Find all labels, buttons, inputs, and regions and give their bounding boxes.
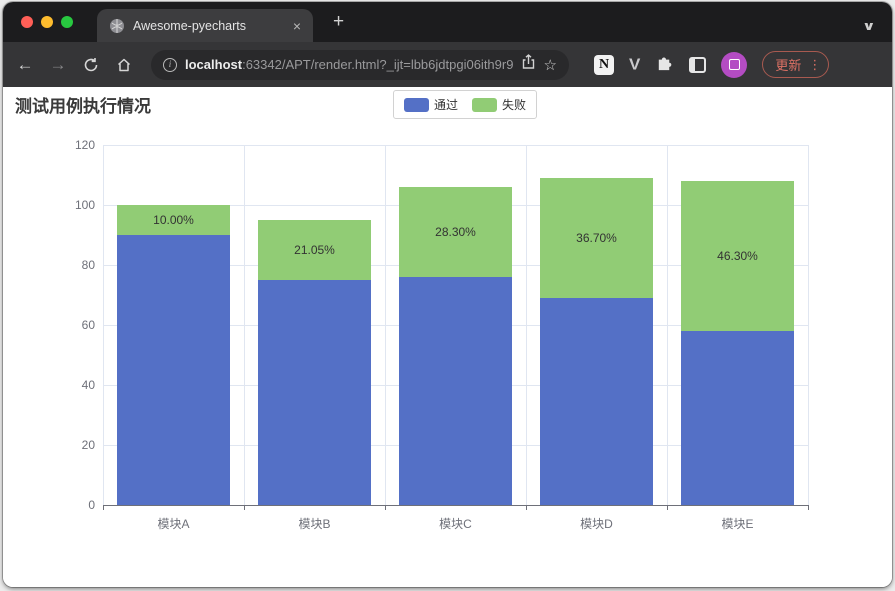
x-axis-category-模块E: 模块E [721,517,754,531]
gridline-x-2 [385,145,386,505]
tab-search-chevron-icon[interactable]: ∨ [862,19,876,33]
y-axis-label-40: 40 [81,378,95,392]
gridline-x-5 [808,145,809,505]
bar-fail-模块C [399,187,512,277]
url-host: localhost [185,57,243,72]
bookmark-star-icon[interactable]: ☆ [543,56,557,74]
y-axis-label-100: 100 [74,198,95,212]
close-tab-icon[interactable]: × [292,17,301,34]
legend-label: 通过 [434,98,459,112]
tab-awesome-pyecharts[interactable]: Awesome-pyecharts × [97,9,313,42]
zoom-window-button[interactable] [61,16,73,28]
bar-fail-模块E [681,181,794,331]
y-axis-label-80: 80 [81,258,95,272]
gridline-x-1 [244,145,245,505]
x-axis-tick-4 [667,505,668,510]
x-axis-tick-0 [103,505,104,510]
gridline-x-3 [526,145,527,505]
chart-title: 测试用例执行情况 [15,97,151,116]
v-extension-icon[interactable]: V [629,55,641,73]
site-info-icon[interactable]: i [163,57,177,72]
bar-label-模块E: 46.30% [717,249,758,263]
update-browser-button[interactable]: 更新 ⋮ [762,51,830,78]
page-content: 测试用例执行情况 通过 失败 0 20 40 60 80 100 120 10.00% 模块A 21… [3,87,892,587]
bar-fail-模块A [117,205,230,235]
bar-fail-模块B [258,220,371,280]
bar-pass-模块C [399,277,512,505]
window-controls [21,16,73,28]
browser-window: Awesome-pyecharts × + ∨ ← → i localhost:… [3,2,892,587]
y-axis-label-20: 20 [81,438,95,452]
x-axis-tick-3 [526,505,527,510]
browser-menu-dots-icon[interactable]: ⋮ [808,56,822,72]
notion-extension-icon[interactable]: N [594,54,614,75]
bar-pass-模块D [540,298,653,505]
address-bar[interactable]: i localhost:63342/APT/render.html?_ijt=l… [151,49,569,80]
bar-label-模块B: 21.05% [294,243,335,257]
share-icon[interactable] [521,54,536,75]
bar-label-模块A: 10.00% [153,213,194,227]
url-path: :63342/APT/render.html?_ijt=lbb6jdtpgi06… [242,57,513,72]
back-button[interactable]: ← [16,54,34,74]
bar-pass-模块E [681,331,794,505]
legend-item-失败[interactable]: 失败 [472,96,526,113]
bar-fail-模块D [540,178,653,298]
x-axis-category-模块D: 模块D [580,517,613,531]
stacked-bar-chart: 0 20 40 60 80 100 120 10.00% 模块A 21.05% 模块B 28.30% 模… [3,87,892,587]
x-axis-line [103,505,809,506]
url-text: localhost:63342/APT/render.html?_ijt=lbb… [185,57,513,72]
bar-label-模块C: 28.30% [435,225,476,239]
y-axis-label-120: 120 [74,138,95,152]
update-button-label: 更新 [775,58,802,73]
legend-marker [404,97,429,112]
x-axis-category-模块B: 模块B [298,517,331,531]
extensions-area: N V 更新 ⋮ [594,51,830,78]
legend-marker [472,97,498,112]
y-axis-label-60: 60 [81,318,95,332]
reload-button[interactable] [81,57,101,73]
legend-label: 失败 [502,98,527,112]
x-axis-tick-1 [244,505,245,510]
extensions-puzzle-icon[interactable] [655,53,674,77]
legend-item-通过[interactable]: 通过 [404,96,458,113]
x-axis-category-模块C: 模块C [439,517,472,531]
gridline-y-120 [103,145,808,146]
y-axis-label-0: 0 [88,498,95,512]
x-axis-tick-2 [385,505,386,510]
bar-label-模块D: 36.70% [576,231,617,245]
x-axis-category-模块A: 模块A [157,517,190,531]
home-button[interactable] [114,57,134,73]
gridline-x-0 [103,145,104,505]
bar-pass-模块B [258,280,371,505]
close-window-button[interactable] [21,16,33,28]
browser-toolbar: ← → i localhost:63342/APT/render.html?_i… [3,42,892,87]
x-axis-tick-5 [808,505,809,510]
tab-favicon-globe-icon [110,18,124,33]
minimize-window-button[interactable] [41,16,53,28]
tab-title: Awesome-pyecharts [133,18,247,33]
new-tab-button[interactable]: + [333,11,345,32]
bar-pass-模块A [117,235,230,505]
tab-strip: Awesome-pyecharts × + ∨ [3,2,892,42]
forward-button[interactable]: → [49,54,67,74]
chart-legend: 通过 失败 [393,90,538,119]
sidebar-toggle-icon[interactable] [689,56,707,73]
profile-avatar[interactable] [721,51,748,78]
gridline-x-4 [667,145,668,505]
